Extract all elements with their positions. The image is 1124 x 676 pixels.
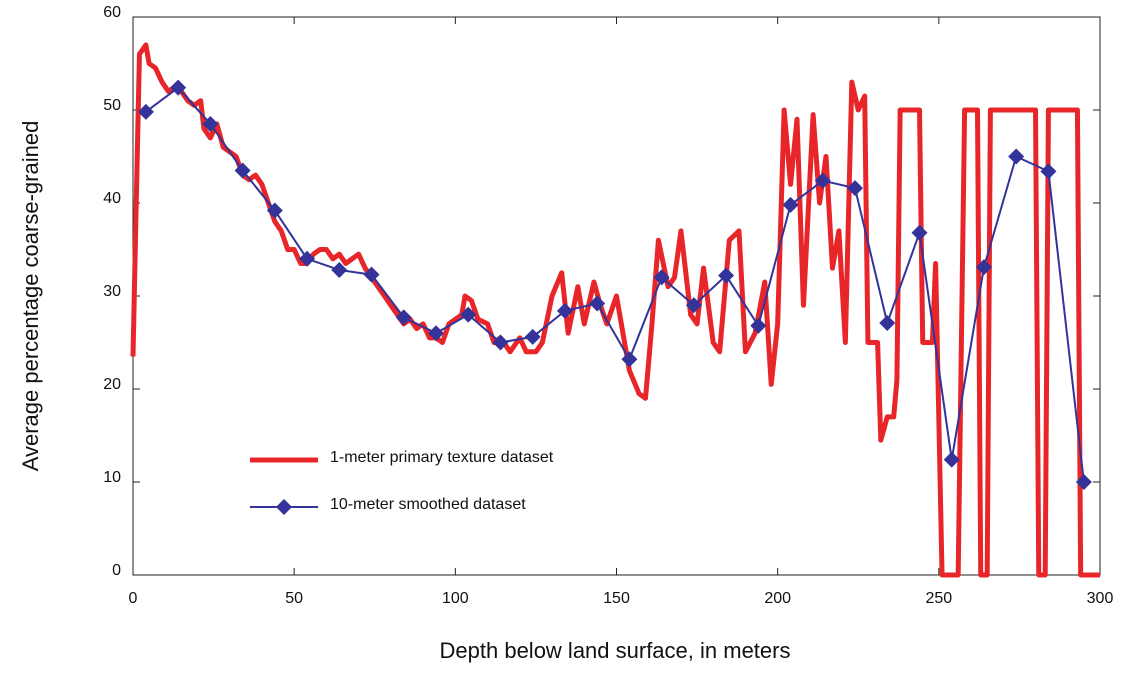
legend-label: 1-meter primary texture dataset (330, 449, 554, 466)
point-marker (911, 224, 928, 241)
point-marker (589, 295, 606, 312)
y-axis-label: Average percentage coarse-grained (18, 121, 43, 472)
point-marker (266, 202, 283, 219)
point-marker (395, 309, 412, 326)
y-tick-label: 0 (112, 562, 121, 579)
point-marker (299, 250, 316, 267)
x-tick-label: 150 (603, 590, 630, 607)
point-marker (331, 261, 348, 278)
y-tick-label: 40 (103, 190, 121, 207)
point-marker (718, 267, 735, 284)
point-marker (427, 325, 444, 342)
x-tick-label: 100 (442, 590, 469, 607)
point-marker (1075, 474, 1092, 490)
point-marker (621, 351, 638, 368)
series-line (130, 42, 1100, 578)
point-marker (363, 266, 380, 283)
y-tick-label: 60 (103, 4, 121, 21)
point-marker (1008, 148, 1025, 165)
point-marker (460, 306, 477, 323)
point-marker (492, 334, 509, 351)
point-marker (685, 297, 702, 314)
point-marker (653, 269, 670, 286)
point-marker (137, 103, 154, 120)
x-axis-label: Depth below land surface, in meters (440, 638, 791, 663)
point-marker (975, 259, 992, 276)
point-marker (234, 162, 251, 179)
x-tick-label: 250 (925, 590, 952, 607)
point-marker (879, 314, 896, 331)
point-marker (847, 180, 864, 197)
legend-marker (276, 499, 292, 515)
point-marker (170, 79, 187, 96)
point-marker (782, 196, 799, 213)
y-tick-label: 50 (103, 97, 121, 114)
series-line (145, 86, 1085, 483)
x-tick-label: 300 (1087, 590, 1114, 607)
point-marker (524, 328, 541, 345)
point-marker (1040, 163, 1057, 180)
y-tick-label: 20 (103, 376, 121, 393)
point-marker (750, 317, 767, 334)
point-marker (814, 172, 831, 189)
x-tick-label: 200 (764, 590, 791, 607)
legend-label: 10-meter smoothed dataset (330, 496, 526, 513)
y-tick-label: 30 (103, 283, 121, 300)
point-marker (556, 302, 573, 319)
x-tick-label: 50 (285, 590, 303, 607)
x-tick-label: 0 (129, 590, 138, 607)
point-marker (943, 451, 960, 468)
y-tick-label: 10 (103, 469, 121, 486)
point-marker (202, 115, 219, 132)
